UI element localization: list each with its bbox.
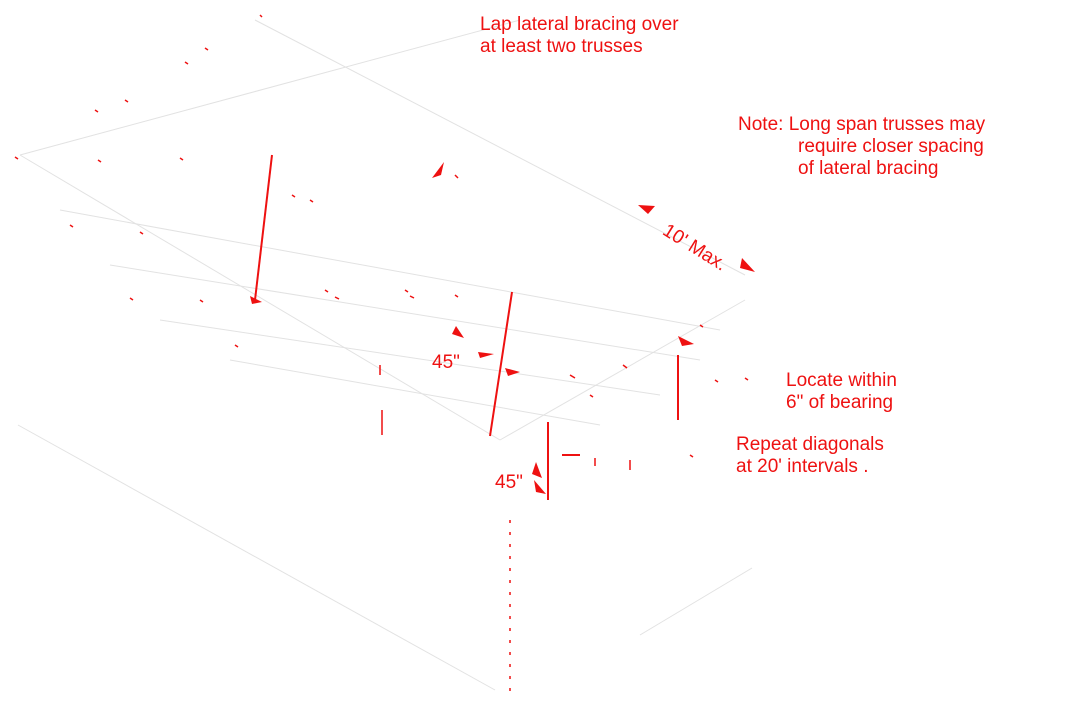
arrow-bearing xyxy=(678,336,694,346)
base-edge-left xyxy=(17,424,496,691)
long-span-note: Note: Long span trusses may require clos… xyxy=(738,114,985,180)
repeat-line-2: at 20' intervals . xyxy=(736,456,869,477)
arrow-angle-upper xyxy=(452,326,464,338)
mark xyxy=(94,109,99,113)
mark xyxy=(14,156,19,160)
mark xyxy=(569,374,576,379)
mark xyxy=(199,299,204,303)
arrow-max-spacing-lower xyxy=(740,258,755,272)
mark xyxy=(454,174,459,179)
mark xyxy=(204,47,209,51)
mark xyxy=(234,344,239,348)
angle-label-lower: 45" xyxy=(495,472,523,494)
lap-bracing-line-2: at least two trusses xyxy=(480,36,643,57)
lap-bracing-label: Lap lateral bracing over at least two tr… xyxy=(480,14,679,58)
locate-line-2: 6" of bearing xyxy=(786,392,894,413)
truss-chord-1 xyxy=(59,209,721,331)
mark xyxy=(324,289,329,293)
lap-bracing-line-1: Lap lateral bracing over xyxy=(480,14,679,35)
ridge-line xyxy=(254,19,746,276)
mark xyxy=(589,394,594,398)
arrow-angle-lower xyxy=(532,462,542,478)
mark xyxy=(454,294,459,298)
mark xyxy=(689,454,694,458)
mark xyxy=(97,159,102,163)
mark xyxy=(129,297,134,301)
base-edge-right xyxy=(639,567,753,636)
note-line-2: require closer spacing xyxy=(798,136,984,157)
diagonal-brace-middle xyxy=(489,291,513,437)
eave-line-right xyxy=(499,299,746,441)
repeat-diagonals-label: Repeat diagonals at 20' intervals . xyxy=(736,434,884,478)
arrowheads xyxy=(250,162,755,494)
arrow-angle-lower-base xyxy=(534,480,546,494)
repeat-line-1: Repeat diagonals xyxy=(736,434,884,455)
mark xyxy=(744,377,749,381)
mark xyxy=(309,199,314,203)
truss-chord-2 xyxy=(109,264,701,361)
mark xyxy=(699,324,704,328)
mark xyxy=(404,289,409,293)
mark xyxy=(291,194,296,198)
mark xyxy=(259,14,263,18)
note-line-3: of lateral bracing xyxy=(798,158,939,179)
roof-edge-top xyxy=(19,19,521,156)
mark xyxy=(179,157,184,161)
mark xyxy=(622,364,628,369)
truss-chord-4 xyxy=(229,359,601,426)
mark xyxy=(714,379,719,383)
mark xyxy=(409,295,415,299)
locate-line-1: Locate within xyxy=(786,370,897,391)
arrow-angle-upper-side xyxy=(478,352,494,358)
angle-upper-text: 45" xyxy=(432,352,460,373)
truss-member-marks xyxy=(14,14,749,470)
arrow-angle-upper-right xyxy=(505,368,520,376)
arrow-brace-upper-end xyxy=(250,296,262,304)
arrow-max-spacing-upper xyxy=(638,205,655,214)
mark xyxy=(69,224,74,228)
bracing-lines xyxy=(254,154,679,700)
locate-label: Locate within 6" of bearing xyxy=(786,370,897,414)
mark xyxy=(334,296,340,300)
structure-lines xyxy=(17,19,753,691)
diagonal-brace-upper xyxy=(254,154,273,301)
angle-lower-text: 45" xyxy=(495,472,523,493)
truss-chord-3 xyxy=(159,319,661,396)
mark xyxy=(139,231,144,235)
arrow-lap-bracing xyxy=(432,162,444,178)
roof-edge-left xyxy=(19,154,501,441)
angle-label-upper: 45" xyxy=(432,352,460,374)
mark xyxy=(124,99,129,103)
note-line-1: Note: Long span trusses may xyxy=(738,114,986,135)
mark xyxy=(184,61,189,65)
